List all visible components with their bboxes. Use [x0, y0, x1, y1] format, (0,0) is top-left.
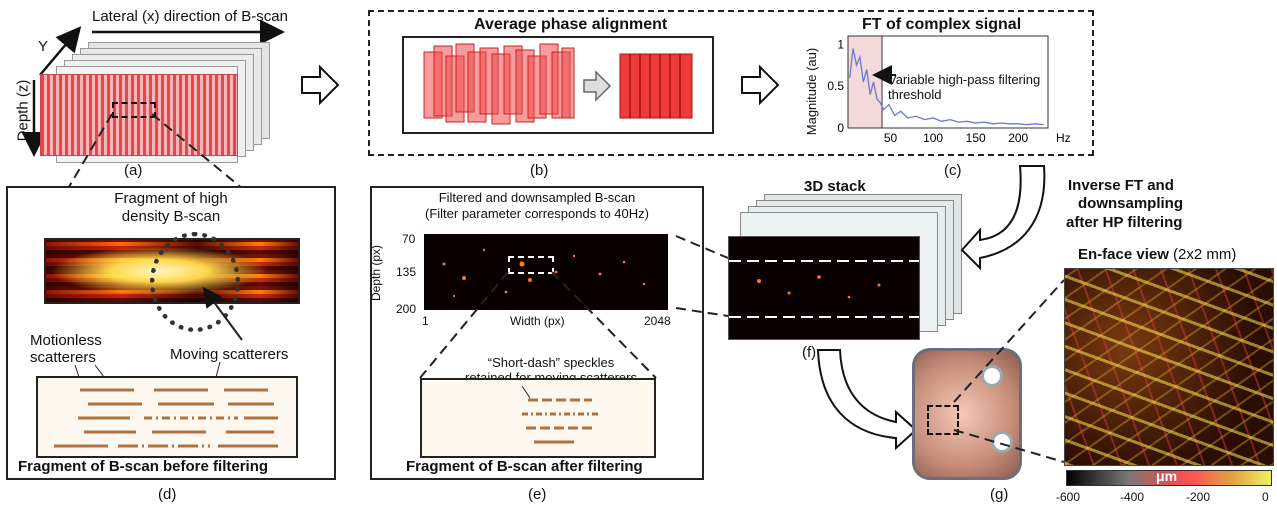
y-tick-label: 0.5	[827, 79, 844, 93]
caption-a: (a)	[124, 162, 143, 179]
enface-title: En-face view (2x2 mm)	[1078, 246, 1236, 263]
ft-title: FT of complex signal	[862, 16, 1022, 33]
y-tick-label: 1	[837, 37, 844, 51]
caption-d: (d)	[158, 486, 177, 503]
inverse-ft-line2: downsampling	[1078, 195, 1183, 212]
motionless-label: Motionless scatterers	[30, 332, 102, 366]
enface-size: (2x2 mm)	[1173, 246, 1237, 263]
fragment-box	[112, 102, 156, 118]
colorbar	[1066, 470, 1272, 486]
x-axis-label: Hz	[1056, 131, 1071, 145]
zoom-lines-e	[419, 235, 729, 379]
x-tick-label: 150	[966, 131, 986, 145]
colorbar-tick: 0	[1262, 490, 1269, 504]
enface-title-text: En-face view	[1078, 246, 1169, 263]
x-tick-label: 100	[923, 131, 943, 145]
filtered-title-line1: Filtered and downsampled B-scan	[438, 190, 636, 205]
stack-front-bscan	[728, 236, 920, 340]
arrow-a-to-b	[301, 64, 340, 106]
threshold-annotation: Variable high-pass filtering threshold	[888, 72, 1041, 102]
inverse-ft-line3: after HP filtering	[1066, 214, 1183, 231]
arrow-c-to-f	[960, 165, 1046, 271]
scatterer-lines	[54, 388, 278, 448]
x-tick-1: 1	[422, 314, 429, 328]
caption-b: (b)	[530, 162, 549, 179]
processing-box	[368, 10, 1094, 156]
moving-label: Moving scatterers	[170, 346, 289, 363]
x-tick-label: 50	[884, 131, 898, 145]
speckles	[442, 248, 646, 298]
x-tick-2048: 2048	[644, 314, 671, 328]
colorbar-tick: -600	[1056, 490, 1081, 504]
y-tick-200: 200	[396, 302, 417, 316]
ft-chart: 50 100 150 200 0 0.5 1 Hz	[827, 35, 1071, 145]
phase-alignment-title: Average phase alignment	[474, 16, 668, 33]
colorbar-tick: -400	[1120, 490, 1145, 504]
bscan-before-filtering	[36, 376, 298, 458]
plot-frame	[847, 35, 1049, 129]
y-tick-label: 0	[837, 121, 844, 135]
screw-hole	[981, 365, 1003, 387]
lateral-direction-label: Lateral (x) direction of B-scan	[92, 8, 288, 25]
x-tick-label: 200	[1008, 131, 1028, 145]
filtered-title-line2: (Filter parameter corresponds to 40Hz)	[425, 206, 649, 221]
caption-f: (f)	[802, 344, 817, 361]
bscan-front	[40, 74, 238, 156]
y-axis-label: Y	[38, 38, 49, 55]
caption-c: (c)	[944, 162, 962, 179]
phase-alignment-graphic	[423, 43, 693, 125]
moving-region-circle	[150, 232, 240, 332]
y-tick-70: 70	[402, 232, 416, 246]
y-tick-135: 135	[396, 265, 417, 279]
roi-box	[927, 405, 959, 435]
after-filtering-footer: Fragment of B-scan after filtering	[406, 458, 643, 475]
threshold-arrow	[872, 65, 896, 85]
cranial-window-photo	[912, 348, 1022, 480]
inverse-ft-line1: Inverse FT and	[1068, 177, 1174, 194]
colorbar-unit: μm	[1156, 468, 1178, 484]
enface-image	[1064, 268, 1274, 466]
caption-g: (g)	[990, 486, 1009, 503]
speckle-fragment-box	[508, 256, 554, 274]
speckle-line1: “Short-dash” speckles	[487, 355, 615, 370]
phase-alignment-panel	[402, 36, 714, 134]
fragment-title: Fragment of high density B-scan	[114, 190, 228, 225]
lateral-arrow	[21, 19, 285, 157]
arrow-b-to-c	[741, 64, 780, 106]
width-px-label: Width (px)	[510, 314, 565, 328]
stack-speckles	[729, 260, 919, 318]
stack-title: 3D stack	[804, 178, 866, 195]
before-filtering-footer: Fragment of B-scan before filtering	[18, 458, 269, 475]
caption-e: (e)	[528, 486, 547, 503]
short-dash-lines	[521, 385, 598, 444]
colorbar-tick: -200	[1186, 490, 1211, 504]
bscan-after-filtering	[420, 378, 656, 458]
